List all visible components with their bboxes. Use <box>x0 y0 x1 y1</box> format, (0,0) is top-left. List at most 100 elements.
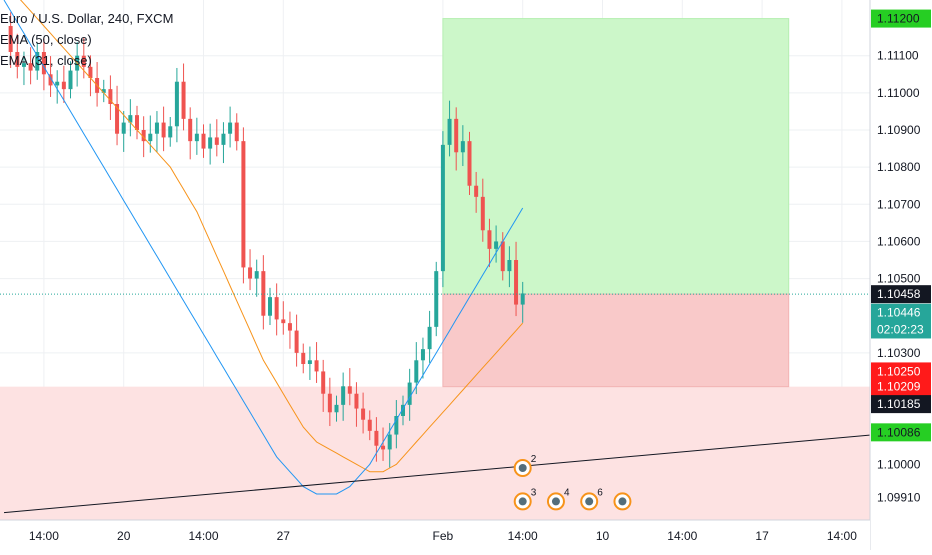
price-tick-label: 1.10600 <box>877 234 921 248</box>
loss-zone <box>442 293 790 388</box>
event-badge-count: 3 <box>531 487 537 498</box>
candle-body <box>281 319 286 324</box>
candle-body <box>101 89 106 93</box>
time-tick-label: 14:00 <box>29 529 59 543</box>
candle-body <box>394 416 399 435</box>
trendline <box>3 434 876 514</box>
candle-body <box>48 74 53 86</box>
price-label-text: 1.10086 <box>877 425 921 439</box>
candle-body <box>274 297 279 320</box>
candle-body <box>254 271 259 279</box>
ema-fast-line <box>3 0 524 495</box>
profit-zone <box>442 18 790 295</box>
legend-ema-fast[interactable]: EMA (31, close) <box>0 53 92 68</box>
candle-body <box>467 141 472 186</box>
event-badge: 3 <box>513 487 537 511</box>
legend-symbol[interactable]: Euro / U.S. Dollar, 240, FXCM <box>0 11 174 26</box>
time-tick-label: 14:00 <box>667 529 697 543</box>
candle-body <box>168 126 173 138</box>
event-badge: 6 <box>580 487 603 511</box>
price-label-text: 1.10250 <box>877 364 921 378</box>
price-tick-label: 1.10700 <box>877 197 921 211</box>
candle-body <box>214 137 219 145</box>
candle-body <box>55 81 60 86</box>
candle-body <box>474 185 479 197</box>
candle-body <box>81 55 86 67</box>
candle-body <box>141 130 146 142</box>
candle-body <box>327 393 332 413</box>
event-badge-dot <box>618 497 627 506</box>
candle-body <box>514 260 519 305</box>
time-tick-label: Feb <box>433 529 454 543</box>
candle-body <box>387 434 392 450</box>
event-badge-count: 2 <box>531 454 537 465</box>
candle-body <box>35 52 40 71</box>
price-label-box <box>871 395 931 414</box>
candle-body <box>181 81 186 119</box>
candle-body <box>8 26 13 52</box>
price-tick-label: 1.10000 <box>877 457 921 471</box>
price-label-text: 02:02:23 <box>877 322 924 336</box>
price-tick-label: 1.11000 <box>877 86 920 100</box>
price-tick-label: 1.11100 <box>877 49 919 63</box>
candle-body <box>374 430 379 446</box>
candle-body <box>414 360 419 383</box>
candle-body <box>307 360 312 364</box>
candle-body <box>248 267 253 279</box>
event-badge: 4 <box>546 487 570 511</box>
candle-body <box>234 122 239 142</box>
price-label-text: 1.10185 <box>877 397 921 411</box>
candle-body <box>268 297 272 316</box>
candle-body <box>148 133 153 142</box>
candle-body <box>480 196 485 231</box>
price-label-box <box>871 285 931 304</box>
candle-body <box>341 386 346 405</box>
candle-body <box>381 445 386 450</box>
event-badge-dot <box>585 497 594 506</box>
price-label-box <box>871 320 931 339</box>
candle-body <box>454 118 459 153</box>
price-tick-label: 1.10300 <box>877 346 921 360</box>
candle-body <box>208 137 213 149</box>
candle-body <box>241 141 246 268</box>
price-label-text: 1.10446 <box>877 306 921 320</box>
ema-slow-line <box>19 0 524 473</box>
time-tick-label: 14:00 <box>827 529 857 543</box>
candle-body <box>41 52 46 75</box>
candle-body <box>420 349 425 361</box>
price-tick-label: 1.10500 <box>877 272 921 286</box>
legend-ema-slow[interactable]: EMA (50, close) <box>0 32 92 47</box>
event-badge <box>613 492 632 511</box>
price-tick-label: 1.10900 <box>877 123 921 137</box>
candle-body <box>407 382 412 405</box>
candle-body <box>174 81 179 127</box>
candle-body <box>500 241 505 272</box>
candle-body <box>361 408 366 420</box>
candle-body <box>201 133 206 149</box>
candle-body <box>487 230 492 249</box>
price-axis <box>870 0 932 550</box>
candle-body <box>427 326 432 350</box>
candle-body <box>15 52 20 67</box>
candle-body <box>68 70 73 90</box>
candle-body <box>128 115 133 123</box>
candle-body <box>460 141 465 153</box>
time-tick-label: 10 <box>596 529 610 543</box>
candle-body <box>334 404 339 413</box>
candle-body <box>221 133 226 145</box>
candle-body <box>135 115 139 130</box>
event-badge: 2 <box>513 454 537 477</box>
price-label-text: 1.10209 <box>877 380 921 394</box>
candle-body <box>520 293 525 305</box>
time-tick-label: 27 <box>277 529 291 543</box>
candle-body <box>261 271 266 316</box>
price-label-box <box>871 423 931 442</box>
event-badge-dot <box>518 497 527 506</box>
candle-body <box>228 122 233 134</box>
candle-body <box>401 404 405 416</box>
price-label-box <box>871 362 931 381</box>
time-tick-label: 20 <box>117 529 131 543</box>
price-label-box <box>871 9 931 28</box>
